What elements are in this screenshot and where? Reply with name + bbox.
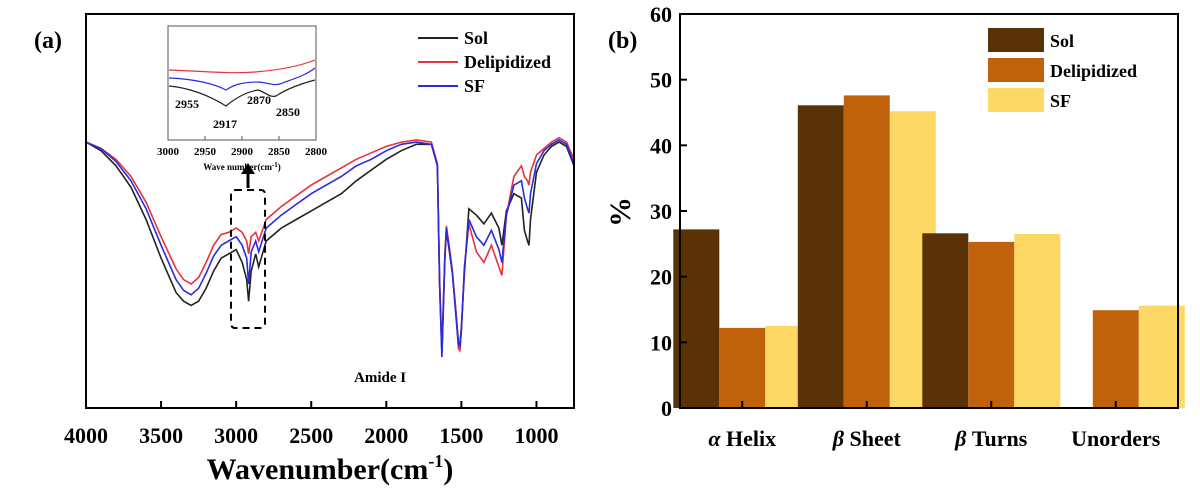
- inset-x-tick-label: 2900: [231, 146, 254, 158]
- legend-label: SF: [464, 76, 485, 96]
- panel-a-frame: [85, 13, 575, 409]
- legend-label: Sol: [464, 28, 488, 48]
- y-tick-label: 60: [650, 2, 672, 27]
- x-tick-label: 2500: [289, 423, 333, 448]
- inset-plot: 2955 2917 2870 2850 3000 2950 2900 2850 2800…: [157, 25, 328, 172]
- legend-label: Delipidized: [464, 52, 551, 72]
- x-tick-label: 2000: [364, 423, 408, 448]
- x-category-label: α Helix: [708, 426, 776, 451]
- inset-peak-label: 2917: [213, 117, 237, 131]
- bar-delipidized: [843, 95, 890, 409]
- panel-b-legend: Sol Delipidized SF: [988, 28, 1137, 112]
- panel-b-y-axis: 0 10 20 30 40 50 60: [650, 2, 687, 421]
- inset-line-sf: [168, 67, 316, 91]
- series-line-sol: [85, 141, 575, 353]
- x-category-label: Unorders: [1071, 426, 1161, 451]
- x-tick-label: 4000: [64, 423, 108, 448]
- bar-delipidized: [968, 241, 1015, 408]
- series-line-sf: [85, 138, 575, 358]
- series-line-delipidized: [85, 136, 575, 353]
- panel-a: (a) 4000 3500 3000 2500 2000 1500 1000 Wavenum…: [34, 13, 575, 486]
- legend-swatch: [988, 88, 1044, 112]
- inset-line-delipidized: [168, 59, 316, 74]
- inset-peak-label: 2850: [276, 105, 300, 119]
- panel-b-x-axis: α Helix β Sheet β Turns Unorders: [708, 401, 1161, 451]
- inset-x-tick-label: 2850: [268, 146, 291, 158]
- legend-label: SF: [1050, 91, 1071, 111]
- y-tick-label: 50: [650, 68, 672, 93]
- panel-a-x-axis-label: Wavenumber(cm-1): [207, 451, 454, 486]
- x-tick-label: 1000: [514, 423, 558, 448]
- x-tick-label: 1500: [439, 423, 483, 448]
- inset-x-axis-label: Wave number(cm-1): [203, 161, 281, 172]
- panel-a-legend: Sol Delipidized SF: [418, 28, 551, 96]
- bar-sol: [797, 105, 844, 409]
- x-tick-label: 3000: [214, 423, 258, 448]
- legend-label: Delipidized: [1050, 61, 1137, 81]
- legend-swatch: [988, 58, 1044, 82]
- inset-x-tick-label: 2800: [305, 146, 328, 158]
- y-tick-label: 30: [650, 199, 672, 224]
- bar-sol: [922, 233, 969, 408]
- bar-delipidized: [1092, 310, 1139, 408]
- y-tick-label: 20: [650, 265, 672, 290]
- arrow-up-icon: [241, 163, 255, 188]
- panel-a-x-axis: 4000 3500 3000 2500 2000 1500 1000: [64, 401, 558, 448]
- legend-label: Sol: [1050, 31, 1074, 51]
- panel-b-label: (b): [608, 28, 637, 54]
- bar-delipidized: [719, 327, 766, 408]
- inset-peak-label: 2870: [247, 93, 271, 107]
- panel-a-label: (a): [34, 28, 62, 54]
- panel-a-series-lines: [85, 136, 575, 358]
- x-category-label: β Turns: [954, 426, 1028, 451]
- amide-i-annotation: Amide I: [354, 370, 406, 386]
- inset-x-axis: 3000 2950 2900 2850 2800: [157, 136, 328, 158]
- panel-b: (b) 0 10 20 30 40 50 60 α Helix β Sheet β Turns U…: [604, 2, 1185, 451]
- inset-line-sol: [168, 79, 316, 107]
- inset-peak-label: 2955: [175, 97, 199, 111]
- y-tick-label: 10: [650, 330, 672, 355]
- legend-swatch: [988, 28, 1044, 52]
- y-tick-label: 0: [661, 396, 672, 421]
- panel-b-bars: [673, 95, 1185, 409]
- x-tick-label: 3500: [139, 423, 183, 448]
- inset-x-tick-label: 2950: [194, 146, 217, 158]
- x-category-label: β Sheet: [832, 426, 902, 451]
- panel-b-y-axis-label: %: [604, 197, 637, 227]
- bar-sf: [1014, 234, 1061, 408]
- inset-x-tick-label: 3000: [157, 146, 180, 158]
- y-tick-label: 40: [650, 133, 672, 158]
- highlight-box: [230, 189, 266, 329]
